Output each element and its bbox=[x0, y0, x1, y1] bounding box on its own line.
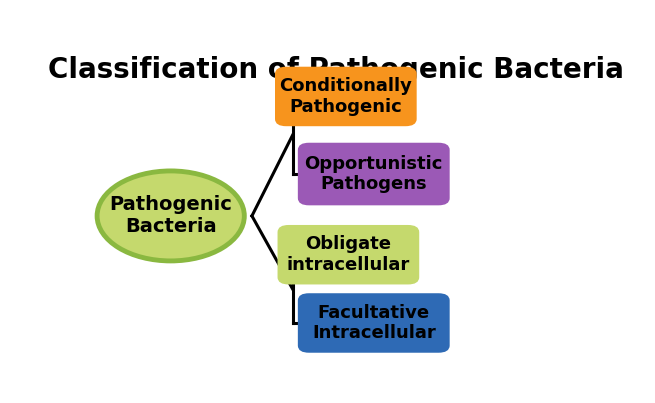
FancyBboxPatch shape bbox=[299, 144, 449, 204]
Text: Facultative
Intracellular: Facultative Intracellular bbox=[312, 303, 436, 343]
Text: Conditionally
Pathogenic: Conditionally Pathogenic bbox=[280, 77, 412, 116]
FancyBboxPatch shape bbox=[276, 68, 416, 125]
FancyBboxPatch shape bbox=[278, 226, 418, 283]
Text: Obligate
intracellular: Obligate intracellular bbox=[287, 235, 410, 274]
Text: Classification of Pathogenic Bacteria: Classification of Pathogenic Bacteria bbox=[48, 56, 624, 84]
Ellipse shape bbox=[97, 171, 244, 261]
Text: Pathogenic
Bacteria: Pathogenic Bacteria bbox=[109, 195, 232, 237]
FancyBboxPatch shape bbox=[299, 294, 449, 352]
Text: Opportunistic
Pathogens: Opportunistic Pathogens bbox=[305, 155, 443, 193]
